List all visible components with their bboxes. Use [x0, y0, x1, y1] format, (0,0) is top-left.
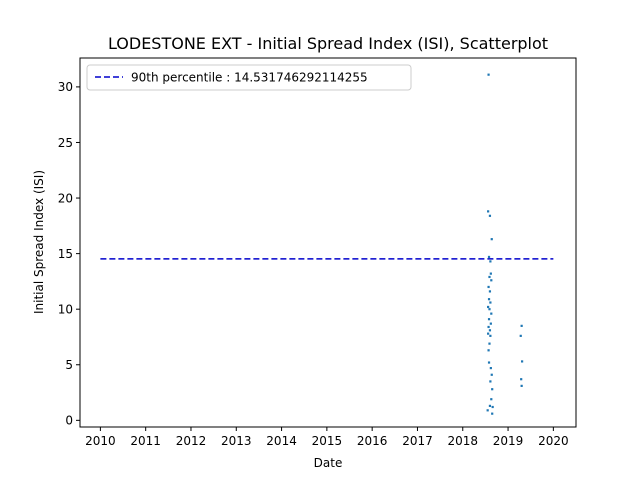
data-point-9	[487, 285, 490, 289]
x-tick-label: 2012	[176, 434, 207, 448]
y-axis: 0 5 10 15 20 25 30	[58, 80, 80, 428]
data-point-23	[487, 349, 490, 352]
x-tick-label: 2020	[538, 434, 569, 448]
data-point-28	[491, 388, 494, 391]
data-point-30	[488, 404, 492, 407]
data-point-27	[489, 380, 492, 383]
data-point-31	[491, 405, 494, 409]
legend-box	[86, 64, 412, 91]
y-axis-label: Initial Spread Index (ISI)	[32, 170, 46, 314]
data-point-20	[487, 332, 490, 335]
data-point-5	[489, 260, 492, 263]
data-point-25	[489, 366, 492, 370]
data-point-13	[487, 305, 490, 309]
x-tick-label: 2010	[85, 434, 116, 448]
x-axis-label: Date	[314, 456, 343, 470]
data-point-2	[488, 214, 492, 217]
data-point-12	[489, 301, 492, 304]
x-tick-label: 2011	[130, 434, 161, 448]
x-tick-label: 2014	[266, 434, 297, 448]
x-tick-label: 2018	[447, 434, 478, 448]
y-tick-label: 0	[65, 414, 73, 428]
data-point-10	[488, 290, 492, 293]
plot-frame	[79, 57, 577, 428]
x-tick-label: 2015	[312, 434, 343, 448]
y-tick-label: 25	[58, 136, 73, 150]
data-point-4	[487, 255, 491, 259]
y-tick-label: 5	[65, 358, 73, 372]
data-point-1	[487, 210, 490, 213]
y-tick-label: 20	[58, 191, 73, 205]
legend-entry-90th-percentile: 90th percentile : 14.531746292114255	[131, 71, 368, 85]
data-point-3	[490, 238, 493, 241]
data-point-15	[490, 312, 493, 315]
data-point-0	[487, 73, 490, 76]
y-tick-label: 10	[58, 302, 73, 316]
data-point-22	[488, 342, 491, 345]
data-point-21	[489, 334, 492, 337]
data-point-32	[486, 409, 489, 412]
data-point-24	[487, 361, 491, 364]
data-point-36	[520, 360, 524, 363]
x-tick-label: 2016	[357, 434, 388, 448]
x-tick-label: 2019	[493, 434, 524, 448]
data-point-6	[489, 272, 492, 275]
x-axis: 2010 2011 2012 2013 2014 2015 2016 2017 2018 2019…	[85, 427, 569, 448]
plot-area	[100, 73, 554, 415]
data-point-29	[490, 398, 493, 401]
x-tick-label: 2013	[221, 434, 252, 448]
y-tick-label: 30	[58, 80, 73, 94]
chart-title: LODESTONE EXT - Initial Spread Index (IS…	[108, 34, 548, 53]
data-point-19	[488, 329, 492, 332]
legend: 90th percentile : 14.531746292114255	[86, 64, 412, 91]
x-tick-label: 2017	[402, 434, 433, 448]
y-tick-label: 15	[58, 247, 73, 261]
data-point-37	[520, 378, 523, 381]
data-point-14	[488, 308, 491, 311]
data-point-35	[519, 334, 522, 337]
data-point-17	[489, 322, 492, 325]
data-point-26	[490, 373, 493, 376]
data-point-33	[491, 412, 494, 415]
data-point-18	[487, 325, 490, 329]
data-point-16	[487, 318, 491, 321]
data-point-38	[520, 384, 523, 387]
data-point-7	[488, 275, 491, 279]
data-point-8	[490, 279, 493, 282]
data-point-11	[487, 298, 491, 301]
data-point-34	[520, 324, 523, 327]
